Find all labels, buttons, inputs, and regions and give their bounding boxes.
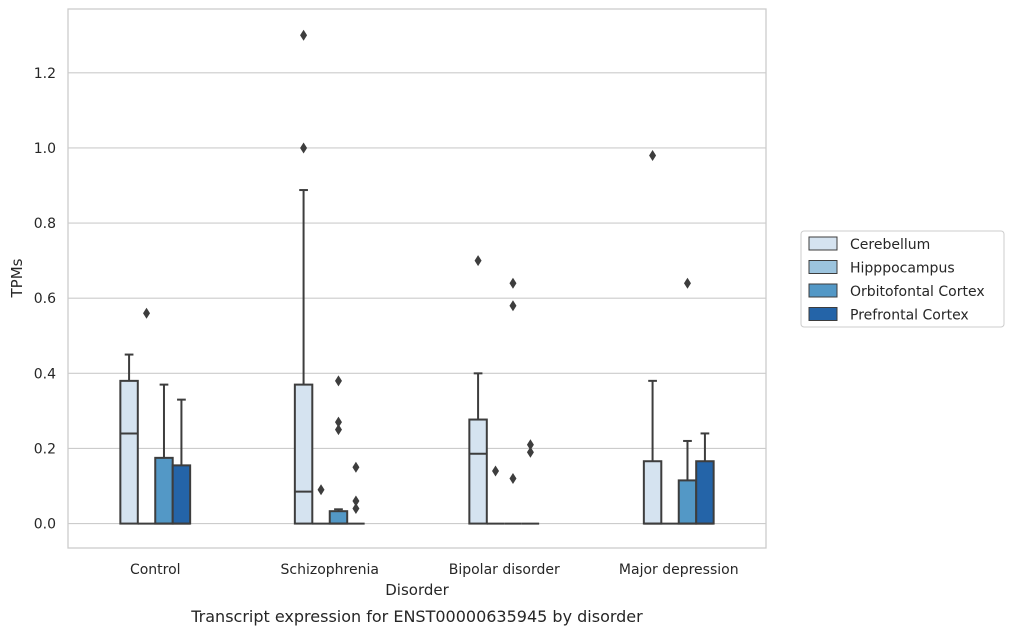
box-0-3 [171,398,192,525]
box-3-0 [642,149,663,525]
x-tick-label: Control [130,562,181,578]
outlier-point [352,461,360,473]
box-0-2 [154,383,174,525]
box-2-3 [521,439,540,525]
y-tick-label: 0.2 [34,441,56,457]
outlier-point [649,149,657,161]
legend-swatch [808,307,838,321]
box-3-3 [695,432,715,525]
y-tick-label: 1.0 [34,141,56,157]
legend-label: Orbitofontal Cortex [850,284,985,300]
legend: Cerebellum Hipppocampus Orbitofontal Corte… [800,230,1005,328]
legend-swatch [808,260,838,274]
outlier-point [509,277,517,289]
box-1-3 [347,461,365,525]
y-tick-label: 0.0 [34,517,56,533]
chart-caption: Transcript expression for ENST0000063594… [190,607,643,626]
y-tick-label: 1.2 [34,66,56,82]
box-0-1 [137,307,156,525]
box-2-2 [504,277,522,525]
box-body [328,510,349,525]
legend-label: Cerebellum [850,237,930,253]
box-body [642,460,663,525]
legend-frame [800,230,1005,328]
x-tick-label: Major depression [619,562,739,578]
box-body [293,383,314,525]
box-2-0 [468,255,488,525]
outlier-point [526,439,534,451]
x-tick-label: Bipolar disorder [449,562,560,578]
outlier-point [317,484,325,496]
outlier-point [352,503,360,515]
box-body [468,418,488,525]
legend-swatch [808,283,838,298]
plot-area [67,8,767,549]
box-2-1 [486,465,505,525]
box-body [677,479,698,525]
outlier-point [143,307,151,319]
legend-label: Prefrontal Cortex [850,308,969,324]
x-axis-ticks: Control Schizophrenia Bipolar disorder Majo… [130,562,739,578]
y-tick-label: 0.8 [34,216,56,232]
box-1-0 [293,29,314,525]
outlier-point [334,416,342,428]
outlier-point [474,255,482,267]
box-body [171,464,192,525]
box-body [154,456,174,525]
x-axis-label: Disorder [385,581,449,599]
outlier-point [352,495,360,507]
box-series [119,29,715,525]
box-1-1 [312,484,330,525]
y-axis-label: TPMs [8,258,26,298]
outlier-point [334,375,342,387]
x-tick-label: Schizophrenia [281,562,379,578]
y-axis-ticks: 0.0 0.2 0.4 0.6 0.8 1.0 1.2 [34,66,56,533]
box-body [119,379,139,525]
outlier-point [334,424,342,436]
box-1-2 [328,375,349,525]
box-0-0 [119,353,139,525]
outlier-point [683,277,691,289]
y-tick-label: 0.4 [34,366,56,382]
outlier-point [509,473,517,485]
outlier-point [526,446,534,458]
y-tick-label: 0.6 [34,291,56,307]
box-body [695,460,715,525]
legend-swatch [808,236,838,251]
outlier-point [300,142,308,154]
outlier-point [509,300,517,312]
outlier-point [492,465,500,477]
outlier-point [300,29,308,41]
legend-label: Hipppocampus [850,261,955,277]
